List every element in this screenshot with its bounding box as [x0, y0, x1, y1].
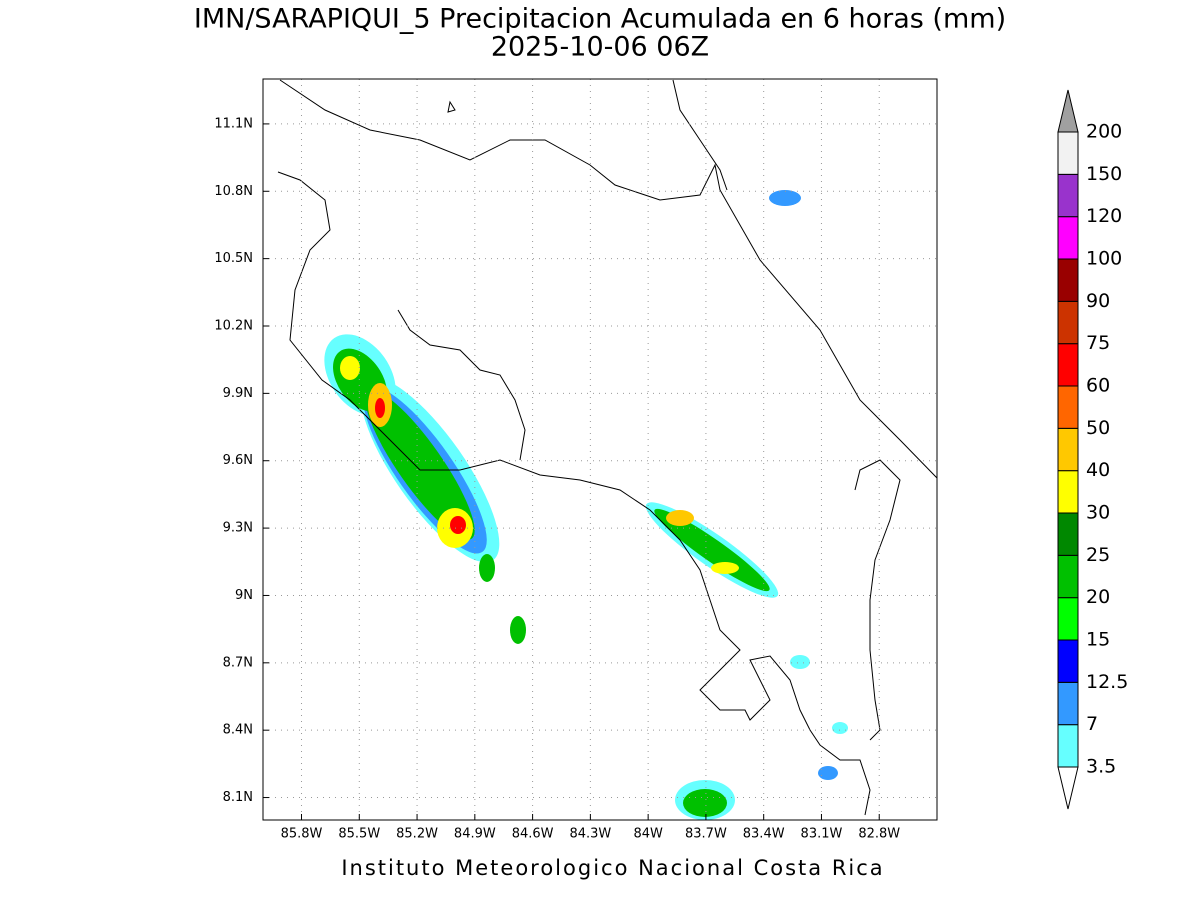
y-tick-label: 8.7N [223, 655, 253, 670]
colorbar-label: 100 [1086, 248, 1122, 270]
x-tick-label: 84.9W [454, 827, 496, 842]
subtitle: 2025-10-06 06Z [491, 32, 709, 63]
credit: Instituto Meteorologico Nacional Costa R… [341, 856, 884, 880]
y-tick-label: 9.9N [223, 386, 253, 401]
x-tick-label: 85.5W [338, 827, 380, 842]
colorbar-box [1057, 216, 1079, 260]
colorbar-box [1057, 173, 1079, 218]
x-tick-label: 83.4W [743, 827, 785, 842]
colorbar-box [1057, 427, 1079, 472]
x-tick-label: 84.6W [512, 827, 554, 842]
coastlines [277, 79, 938, 816]
x-tick-label: 84.3W [569, 827, 611, 842]
colorbar-over [1057, 89, 1079, 133]
colorbar-label: 60 [1086, 375, 1110, 397]
colorbar-label: 25 [1086, 544, 1110, 566]
y-tick-label: 9.6N [223, 453, 253, 468]
x-tick-label: 82.8W [858, 827, 900, 842]
colorbar-label: 200 [1086, 121, 1122, 143]
y-tick-label: 10.8N [214, 184, 253, 199]
x-tick-label: 83.1W [801, 827, 843, 842]
colorbar-box [1057, 385, 1079, 429]
y-tick-label: 8.1N [223, 790, 253, 805]
colorbar-label: 150 [1086, 163, 1122, 185]
x-tick-label: 83.7W [685, 827, 727, 842]
colorbar-box [1057, 681, 1079, 726]
colorbar-label: 40 [1086, 459, 1110, 481]
y-tick-label: 10.2N [214, 319, 253, 334]
colorbar-label: 3.5 [1086, 756, 1116, 778]
colorbar-box [1057, 258, 1079, 302]
y-tick-label: 9N [235, 588, 253, 603]
colorbar-box [1057, 300, 1079, 345]
colorbar-box [1057, 470, 1079, 514]
x-tick-label: 84W [633, 827, 663, 842]
colorbar-box [1057, 343, 1079, 387]
colorbar-box [1057, 554, 1079, 599]
colorbar-label: 20 [1086, 586, 1110, 608]
title: IMN/SARAPIQUI_5 Precipitacion Acumulada … [194, 4, 1006, 35]
colorbar-label: 30 [1086, 502, 1110, 524]
y-tick-label: 9.3N [223, 521, 253, 536]
y-tick-label: 8.4N [223, 723, 253, 738]
colorbar-box [1057, 639, 1079, 683]
colorbar-label: 50 [1086, 417, 1110, 439]
y-tick-label: 10.5N [214, 251, 253, 266]
colorbar-box [1057, 724, 1079, 768]
map-frame [262, 78, 938, 821]
colorbar-under [1057, 766, 1079, 810]
colorbar-label: 12.5 [1086, 671, 1128, 693]
x-tick-label: 85.8W [281, 827, 323, 842]
y-tick-label: 11.1N [214, 116, 253, 131]
x-tick-label: 85.2W [396, 827, 438, 842]
colorbar-label: 15 [1086, 629, 1110, 651]
colorbar-label: 75 [1086, 332, 1110, 354]
colorbar-box [1057, 512, 1079, 556]
precipitation-field [324, 190, 848, 820]
colorbar-label: 7 [1086, 713, 1098, 735]
colorbar-box [1057, 597, 1079, 641]
colorbar-box [1057, 131, 1079, 175]
colorbar-label: 120 [1086, 205, 1122, 227]
colorbar-label: 90 [1086, 290, 1110, 312]
